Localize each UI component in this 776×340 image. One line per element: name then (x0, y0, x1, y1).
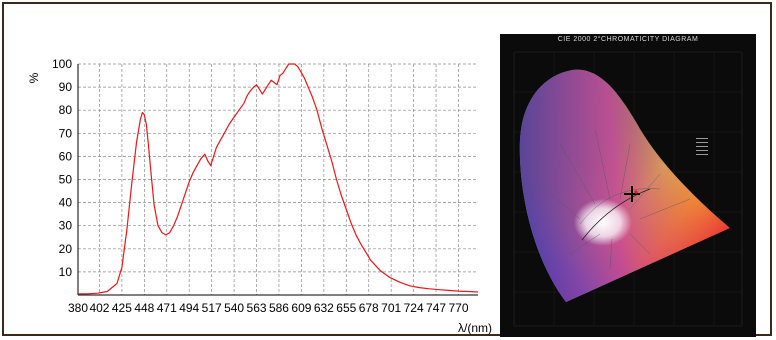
spectrum-series-line (78, 63, 479, 295)
x-tick-label: 563 (247, 301, 267, 315)
y-tick-label: 60 (59, 149, 73, 163)
y-tick-label: 90 (59, 80, 73, 94)
y-tick-label: 80 (59, 103, 73, 117)
y-tick-labels: 10 20 30 40 50 60 70 80 90 100 (52, 57, 72, 279)
cie-diagram-graphic (500, 34, 756, 337)
x-tick-label: 701 (381, 301, 401, 315)
y-tick-label: 20 (59, 242, 73, 256)
y-tick-label: 40 (59, 196, 73, 210)
x-tick-label: 724 (404, 301, 424, 315)
x-tick-label: 425 (112, 301, 132, 315)
x-tick-label: 770 (448, 301, 468, 315)
x-axis-label: λ/(nm) (458, 321, 492, 335)
series-layer (78, 63, 479, 295)
x-tick-label: 517 (202, 301, 222, 315)
x-tick-label: 678 (359, 301, 379, 315)
y-tick-label: 70 (59, 126, 73, 140)
y-tick-label: 10 (59, 265, 73, 279)
cie-chromaticity-diagram: CIE 2000 2°CHROMATICITY DIAGRAM (500, 34, 756, 337)
y-axis-label: % (27, 72, 41, 83)
x-tick-label: 471 (157, 301, 177, 315)
y-tick-label: 100 (52, 57, 72, 71)
cie-diagram-title: CIE 2000 2°CHROMATICITY DIAGRAM (557, 36, 699, 43)
x-tick-labels: 380 402 425 448 471 494 517 540 563 586 609 632 655 6… (68, 301, 469, 315)
x-tick-label: 609 (291, 301, 311, 315)
spectrum-chart: 380 402 425 448 471 494 517 540 563 586 609 632 655 6… (27, 57, 492, 335)
y-tick-label: 50 (59, 173, 73, 187)
x-tick-label: 380 (68, 301, 88, 315)
chromaticity-point-marker (624, 186, 640, 202)
x-tick-label: 540 (224, 301, 244, 315)
x-tick-label: 494 (179, 301, 199, 315)
figure-frame: 380 402 425 448 471 494 517 540 563 586 609 632 655 6… (2, 2, 772, 337)
x-tick-label: 747 (426, 301, 446, 315)
x-tick-label: 632 (314, 301, 334, 315)
x-tick-label: 586 (269, 301, 289, 315)
x-tick-label: 655 (336, 301, 356, 315)
axes (77, 64, 478, 296)
x-tick-label: 402 (89, 301, 109, 315)
x-tick-label: 448 (134, 301, 154, 315)
grid (77, 63, 478, 295)
y-tick-label: 30 (59, 219, 73, 233)
